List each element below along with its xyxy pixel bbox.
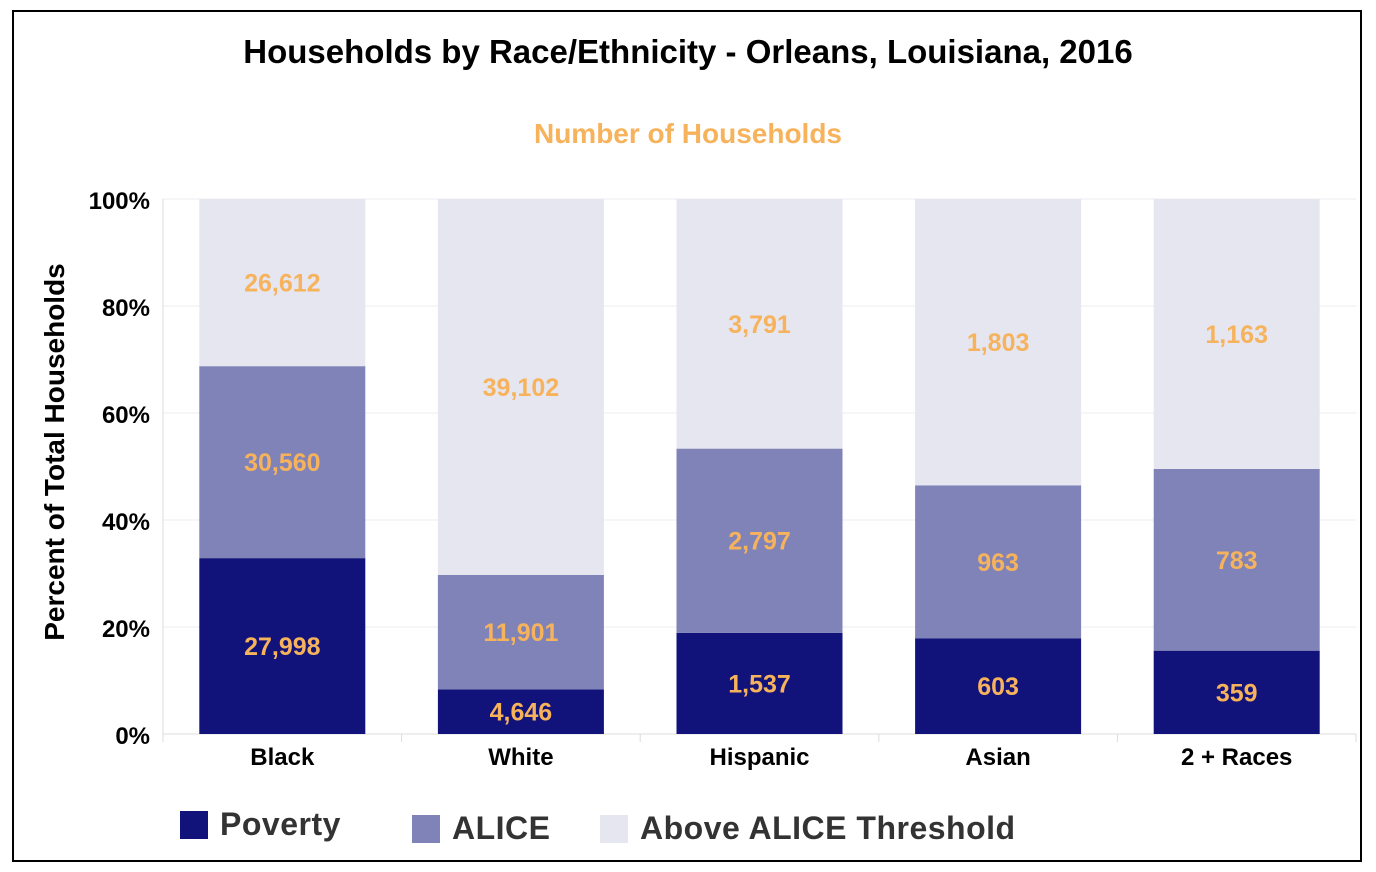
bar-segment-above-alice-threshold-black bbox=[199, 199, 366, 367]
data-label: 27,998 bbox=[244, 633, 321, 661]
data-label: 30,560 bbox=[244, 449, 320, 477]
bar-segment-above-alice-threshold-2-races bbox=[1153, 199, 1320, 469]
data-label: 1,163 bbox=[1205, 321, 1268, 349]
bar-segment-above-alice-threshold-asian bbox=[915, 199, 1082, 486]
data-label: 1,537 bbox=[728, 670, 791, 698]
data-label: 11,901 bbox=[483, 619, 558, 647]
legend-label-above-alice: Above ALICE Threshold bbox=[640, 810, 1016, 846]
chart-subtitle: Number of Households bbox=[533, 118, 842, 149]
legend-swatch-poverty bbox=[180, 810, 208, 839]
x-tick-label: Black bbox=[250, 744, 315, 771]
data-label: 39,102 bbox=[483, 374, 559, 402]
data-label: 2,797 bbox=[728, 528, 791, 556]
legend-swatch-above-alice bbox=[600, 814, 628, 843]
x-tick-label: Hispanic bbox=[709, 744, 809, 771]
data-label: 359 bbox=[1216, 679, 1258, 707]
legend: Poverty ALICE Above ALICE Threshold bbox=[0, 796, 1376, 856]
x-tick-label: White bbox=[488, 744, 553, 771]
bar-segment-alice-2-races bbox=[1153, 468, 1320, 651]
data-label: 603 bbox=[977, 673, 1019, 701]
y-tick-label: 60% bbox=[102, 402, 150, 429]
bar-segment-alice-white bbox=[437, 574, 604, 690]
data-label: 4,646 bbox=[490, 699, 553, 727]
data-label: 783 bbox=[1216, 547, 1258, 575]
bar-segment-poverty-hispanic bbox=[676, 632, 843, 734]
data-label: 1,803 bbox=[967, 329, 1030, 357]
x-tick-label: Asian bbox=[965, 744, 1030, 771]
legend-label-alice: ALICE bbox=[452, 810, 551, 846]
bar-segment-alice-hispanic bbox=[676, 448, 843, 633]
y-tick-label: 0% bbox=[115, 723, 150, 750]
bar-segment-poverty-2-races bbox=[1153, 650, 1320, 734]
bar-segment-poverty-white bbox=[437, 689, 604, 734]
y-tick-label: 100% bbox=[89, 188, 150, 215]
legend-item-above-alice: Above ALICE Threshold bbox=[600, 810, 1016, 847]
y-tick-label: 80% bbox=[102, 295, 150, 322]
legend-item-alice: ALICE bbox=[412, 810, 551, 847]
data-label: 963 bbox=[977, 549, 1019, 577]
legend-label-poverty: Poverty bbox=[220, 806, 341, 842]
legend-swatch-alice bbox=[412, 814, 440, 843]
bar-segment-alice-asian bbox=[915, 485, 1082, 639]
y-tick-label: 20% bbox=[102, 616, 150, 643]
bar-segment-above-alice-threshold-white bbox=[437, 199, 604, 575]
x-tick-label: 2 + Races bbox=[1181, 744, 1292, 771]
data-label: 26,612 bbox=[244, 270, 320, 298]
y-axis-label: Percent of Total Households bbox=[39, 263, 70, 641]
bar-segment-poverty-black bbox=[199, 558, 366, 734]
legend-item-poverty: Poverty bbox=[180, 806, 341, 843]
chart-title: Households by Race/Ethnicity - Orleans, … bbox=[243, 33, 1133, 70]
bar-segment-above-alice-threshold-hispanic bbox=[676, 199, 843, 449]
y-tick-label: 40% bbox=[102, 509, 150, 536]
data-label: 3,791 bbox=[728, 311, 791, 339]
bar-segment-poverty-asian bbox=[915, 638, 1082, 734]
bar-segment-alice-black bbox=[199, 366, 366, 559]
